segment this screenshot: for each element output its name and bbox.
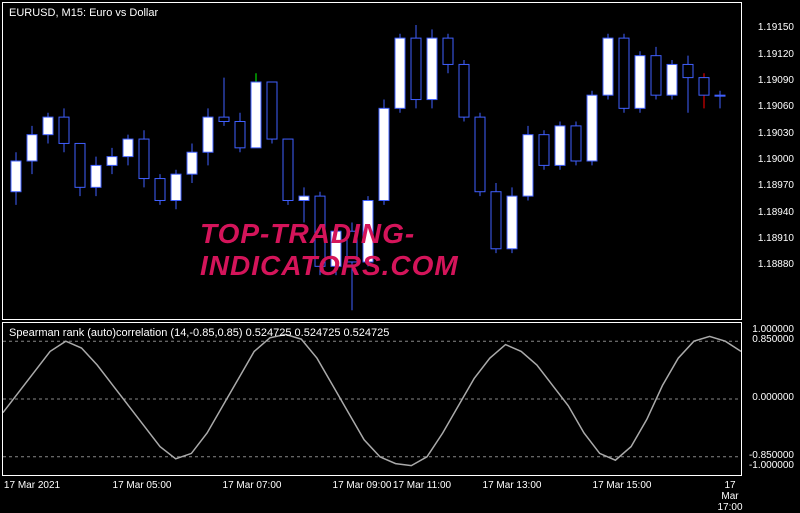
indicator-tick: 0.000000 [752, 392, 794, 403]
indicator-tick: -1.000000 [749, 460, 794, 471]
indicator-chart [3, 323, 741, 475]
time-x-axis: 17 Mar 2021 17 Mar 05:00 17 Mar 07:00 17 Ma… [2, 478, 742, 498]
price-panel[interactable]: EURUSD, M15: Euro vs Dollar [2, 2, 742, 320]
price-tick: 1.19090 [758, 75, 794, 86]
trading-chart: EURUSD, M15: Euro vs Dollar 1.191501.191… [0, 0, 800, 500]
price-tick: 1.18910 [758, 233, 794, 244]
indicator-y-axis: 1.0000000.8500000.000000-0.850000-1.0000… [742, 322, 798, 476]
price-tick: 1.18880 [758, 259, 794, 270]
price-tick: 1.19030 [758, 128, 794, 139]
price-tick: 1.18940 [758, 207, 794, 218]
price-tick: 1.18970 [758, 180, 794, 191]
indicator-tick: 0.850000 [752, 334, 794, 345]
chart-title: EURUSD, M15: Euro vs Dollar [9, 7, 158, 19]
price-tick: 1.19060 [758, 101, 794, 112]
time-tick: 17 Mar 17:00 [717, 480, 742, 513]
time-tick: 17 Mar 07:00 [223, 480, 282, 491]
time-tick: 17 Mar 11:00 [393, 480, 451, 491]
time-tick: 17 Mar 2021 [4, 480, 60, 491]
price-tick: 1.19150 [758, 22, 794, 33]
indicator-panel[interactable]: Spearman rank (auto)correlation (14,-0.8… [2, 322, 742, 476]
indicator-title: Spearman rank (auto)correlation (14,-0.8… [9, 327, 389, 339]
price-tick: 1.19120 [758, 49, 794, 60]
price-y-axis: 1.19150 1.19120 1.19090 1.19060 1.19030 1.190… [742, 2, 798, 320]
time-tick: 17 Mar 15:00 [593, 480, 652, 491]
price-tick: 1.19000 [758, 154, 794, 165]
time-tick: 17 Mar 09:00 [333, 480, 392, 491]
candlestick-chart [3, 3, 741, 319]
time-tick: 17 Mar 13:00 [483, 480, 542, 491]
time-tick: 17 Mar 05:00 [113, 480, 172, 491]
